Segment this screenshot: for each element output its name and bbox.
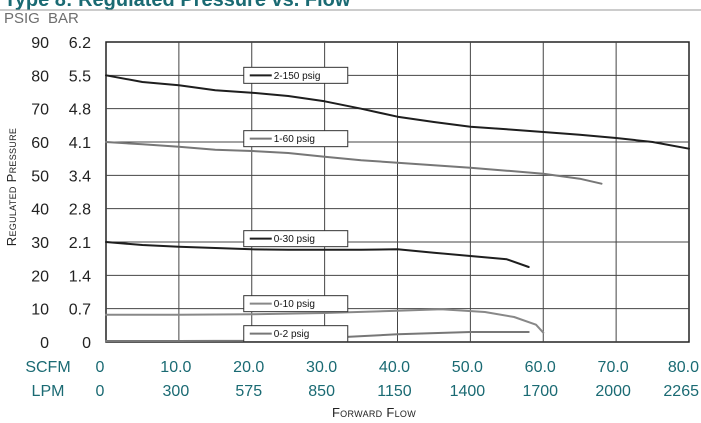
x-tick-label-scfm: 80.0 [668,359,699,376]
x-tick-label-scfm: 70.0 [598,359,629,376]
x-unit-label-lpm: LPM [32,383,65,400]
x-tick-labels: SCFM 0 10.0 20.0 30.0 40.0 50.0 60.0 70.0 80.0 LPM… [25,359,699,400]
y-tick-label-bar: 0 [82,335,91,352]
x-tick-label-lpm: 2265 [663,383,699,400]
y-tick-label-psig: 80 [31,68,49,85]
y-tick-label-bar: 5.5 [69,68,91,85]
y-tick-label-psig: 30 [31,235,49,252]
y-axis-label: Regulated Pressure [4,128,19,246]
x-tick-label-lpm: 850 [308,383,335,400]
x-tick-label-scfm: 60.0 [525,359,556,376]
series-label: 0-30 psig [244,231,348,247]
series-label: 0-2 psig [244,326,348,342]
series-label: 1-60 psig [244,131,348,147]
x-tick-label-scfm: 50.0 [452,359,483,376]
x-tick-label-scfm: 0 [96,359,105,376]
y-tick-label-psig: 70 [31,102,49,119]
series-label-text: 0-10 psig [274,299,315,310]
x-axis-label: Forward Flow [332,405,416,420]
x-tick-label-lpm: 1400 [450,383,486,400]
x-tick-label-scfm: 40.0 [379,359,410,376]
y-tick-label-psig: 60 [31,135,49,152]
x-tick-label-lpm: 2000 [595,383,631,400]
series-label-text: 1-60 psig [274,134,315,145]
series-label: 2-150 psig [244,67,348,83]
y-tick-label-bar: 1.4 [69,268,91,285]
x-tick-label-scfm: 10.0 [160,359,191,376]
x-unit-label-scfm: SCFM [25,359,70,376]
y-tick-label-bar: 3.4 [69,168,91,185]
y-tick-label-bar: 0.7 [69,302,91,319]
series-label-text: 0-30 psig [274,234,315,245]
x-tick-label-scfm: 30.0 [306,359,337,376]
unit-bar-header: BAR [48,10,79,27]
x-tick-label-lpm: 1700 [522,383,558,400]
unit-psig-header: PSIG [4,10,40,27]
y-tick-label-psig: 0 [40,335,49,352]
y-tick-label-psig: 20 [31,268,49,285]
y-tick-label-psig: 50 [31,168,49,185]
y-tick-label-bar: 4.8 [69,102,91,119]
y-tick-label-bar: 2.8 [69,202,91,219]
x-tick-label-lpm: 575 [235,383,262,400]
y-tick-label-psig: 10 [31,302,49,319]
x-tick-label-lpm: 300 [163,383,190,400]
y-tick-labels: 90 6.2 80 5.5 70 4.8 60 4.1 50 3.4 40 2.8 30 2.1 20 1.4… [31,35,91,352]
series-label-text: 2-150 psig [274,71,321,82]
x-tick-label-scfm: 20.0 [233,359,264,376]
x-tick-label-lpm: 1150 [377,383,412,400]
series-line-1-60-psig [106,142,602,184]
series-label: 0-10 psig [244,296,348,312]
y-tick-label-psig: 90 [31,35,49,52]
y-tick-label-bar: 4.1 [69,135,91,152]
x-tick-label-lpm: 0 [96,383,105,400]
y-tick-label-bar: 6.2 [69,35,91,52]
y-tick-label-psig: 40 [31,202,49,219]
y-tick-label-bar: 2.1 [69,235,91,252]
series-label-text: 0-2 psig [274,329,310,340]
